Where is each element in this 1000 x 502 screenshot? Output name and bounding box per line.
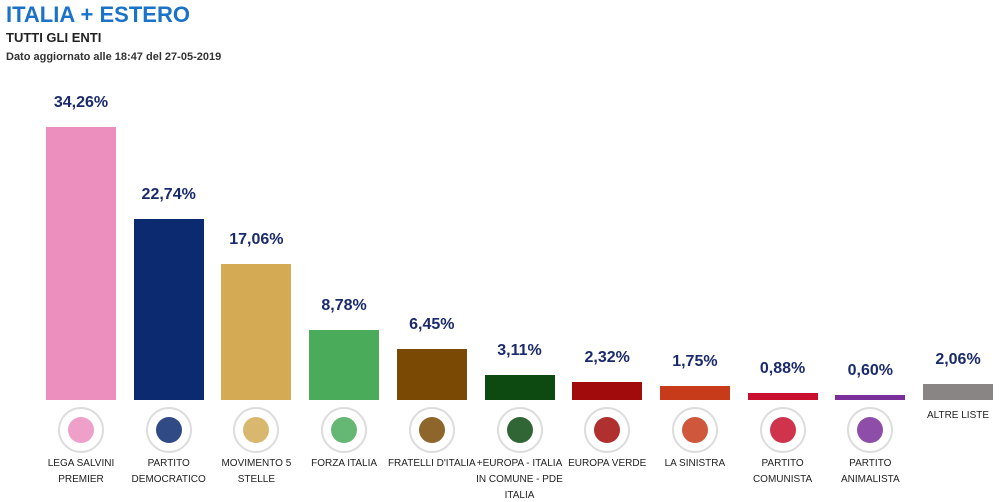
- party-logo: [321, 407, 368, 453]
- category-label: MOVIMENTO 5 STELLE: [221, 458, 292, 485]
- value-label: 8,78%: [321, 297, 367, 315]
- party-logo: [145, 407, 192, 453]
- category-label: PARTITO ANIMALISTA: [840, 458, 900, 485]
- value-label: 22,74%: [141, 185, 196, 203]
- bar: [309, 330, 380, 400]
- value-label: 0,88%: [759, 359, 806, 377]
- value-label: 17,06%: [229, 231, 284, 249]
- category-label: PARTITO DEMOCRATICO: [131, 458, 206, 485]
- value-label: 2,06%: [935, 350, 981, 368]
- category-label: EUROPA VERDE: [568, 458, 647, 469]
- party-logo: [759, 407, 806, 453]
- value-label: 0,60%: [847, 362, 893, 380]
- party-logo: [233, 407, 280, 453]
- bar: [133, 218, 204, 400]
- category-label: +EUROPA - ITALIA IN COMUNE - PDE ITALIA: [476, 458, 563, 501]
- bar: [835, 395, 906, 400]
- title: ITALIA + ESTERO: [6, 2, 190, 27]
- bar: [46, 126, 116, 400]
- category-label: LEGA SALVINI PREMIER: [47, 458, 115, 485]
- party-logo: [671, 407, 718, 453]
- party-logo: [58, 407, 104, 453]
- bar: [659, 386, 730, 400]
- subtitle: TUTTI GLI ENTI: [6, 30, 102, 45]
- value-label: 3,11%: [497, 342, 542, 360]
- bar: [484, 375, 555, 400]
- value-label: 6,45%: [409, 315, 455, 333]
- bar: [923, 383, 993, 400]
- category-label: PARTITO COMUNISTA: [752, 458, 813, 485]
- bar: [221, 264, 292, 400]
- bar: [396, 348, 467, 400]
- party-logo: [496, 407, 543, 453]
- category-label: ALTRE LISTE: [926, 410, 990, 421]
- category-label: LA SINISTRA: [664, 458, 726, 469]
- category-label: FRATELLI D'ITALIA: [387, 458, 476, 469]
- party-logo: [847, 407, 894, 453]
- update-note: Dato aggiornato alle 18:47 del 27-05-201…: [6, 51, 222, 63]
- value-label: 1,75%: [672, 353, 718, 371]
- bar: [572, 381, 643, 400]
- party-logo: [408, 407, 455, 453]
- category-label: FORZA ITALIA: [311, 458, 378, 469]
- value-label: 34,26%: [53, 93, 109, 111]
- bar: [747, 392, 818, 400]
- value-label: 2,32%: [584, 348, 630, 366]
- party-logo: [584, 407, 631, 453]
